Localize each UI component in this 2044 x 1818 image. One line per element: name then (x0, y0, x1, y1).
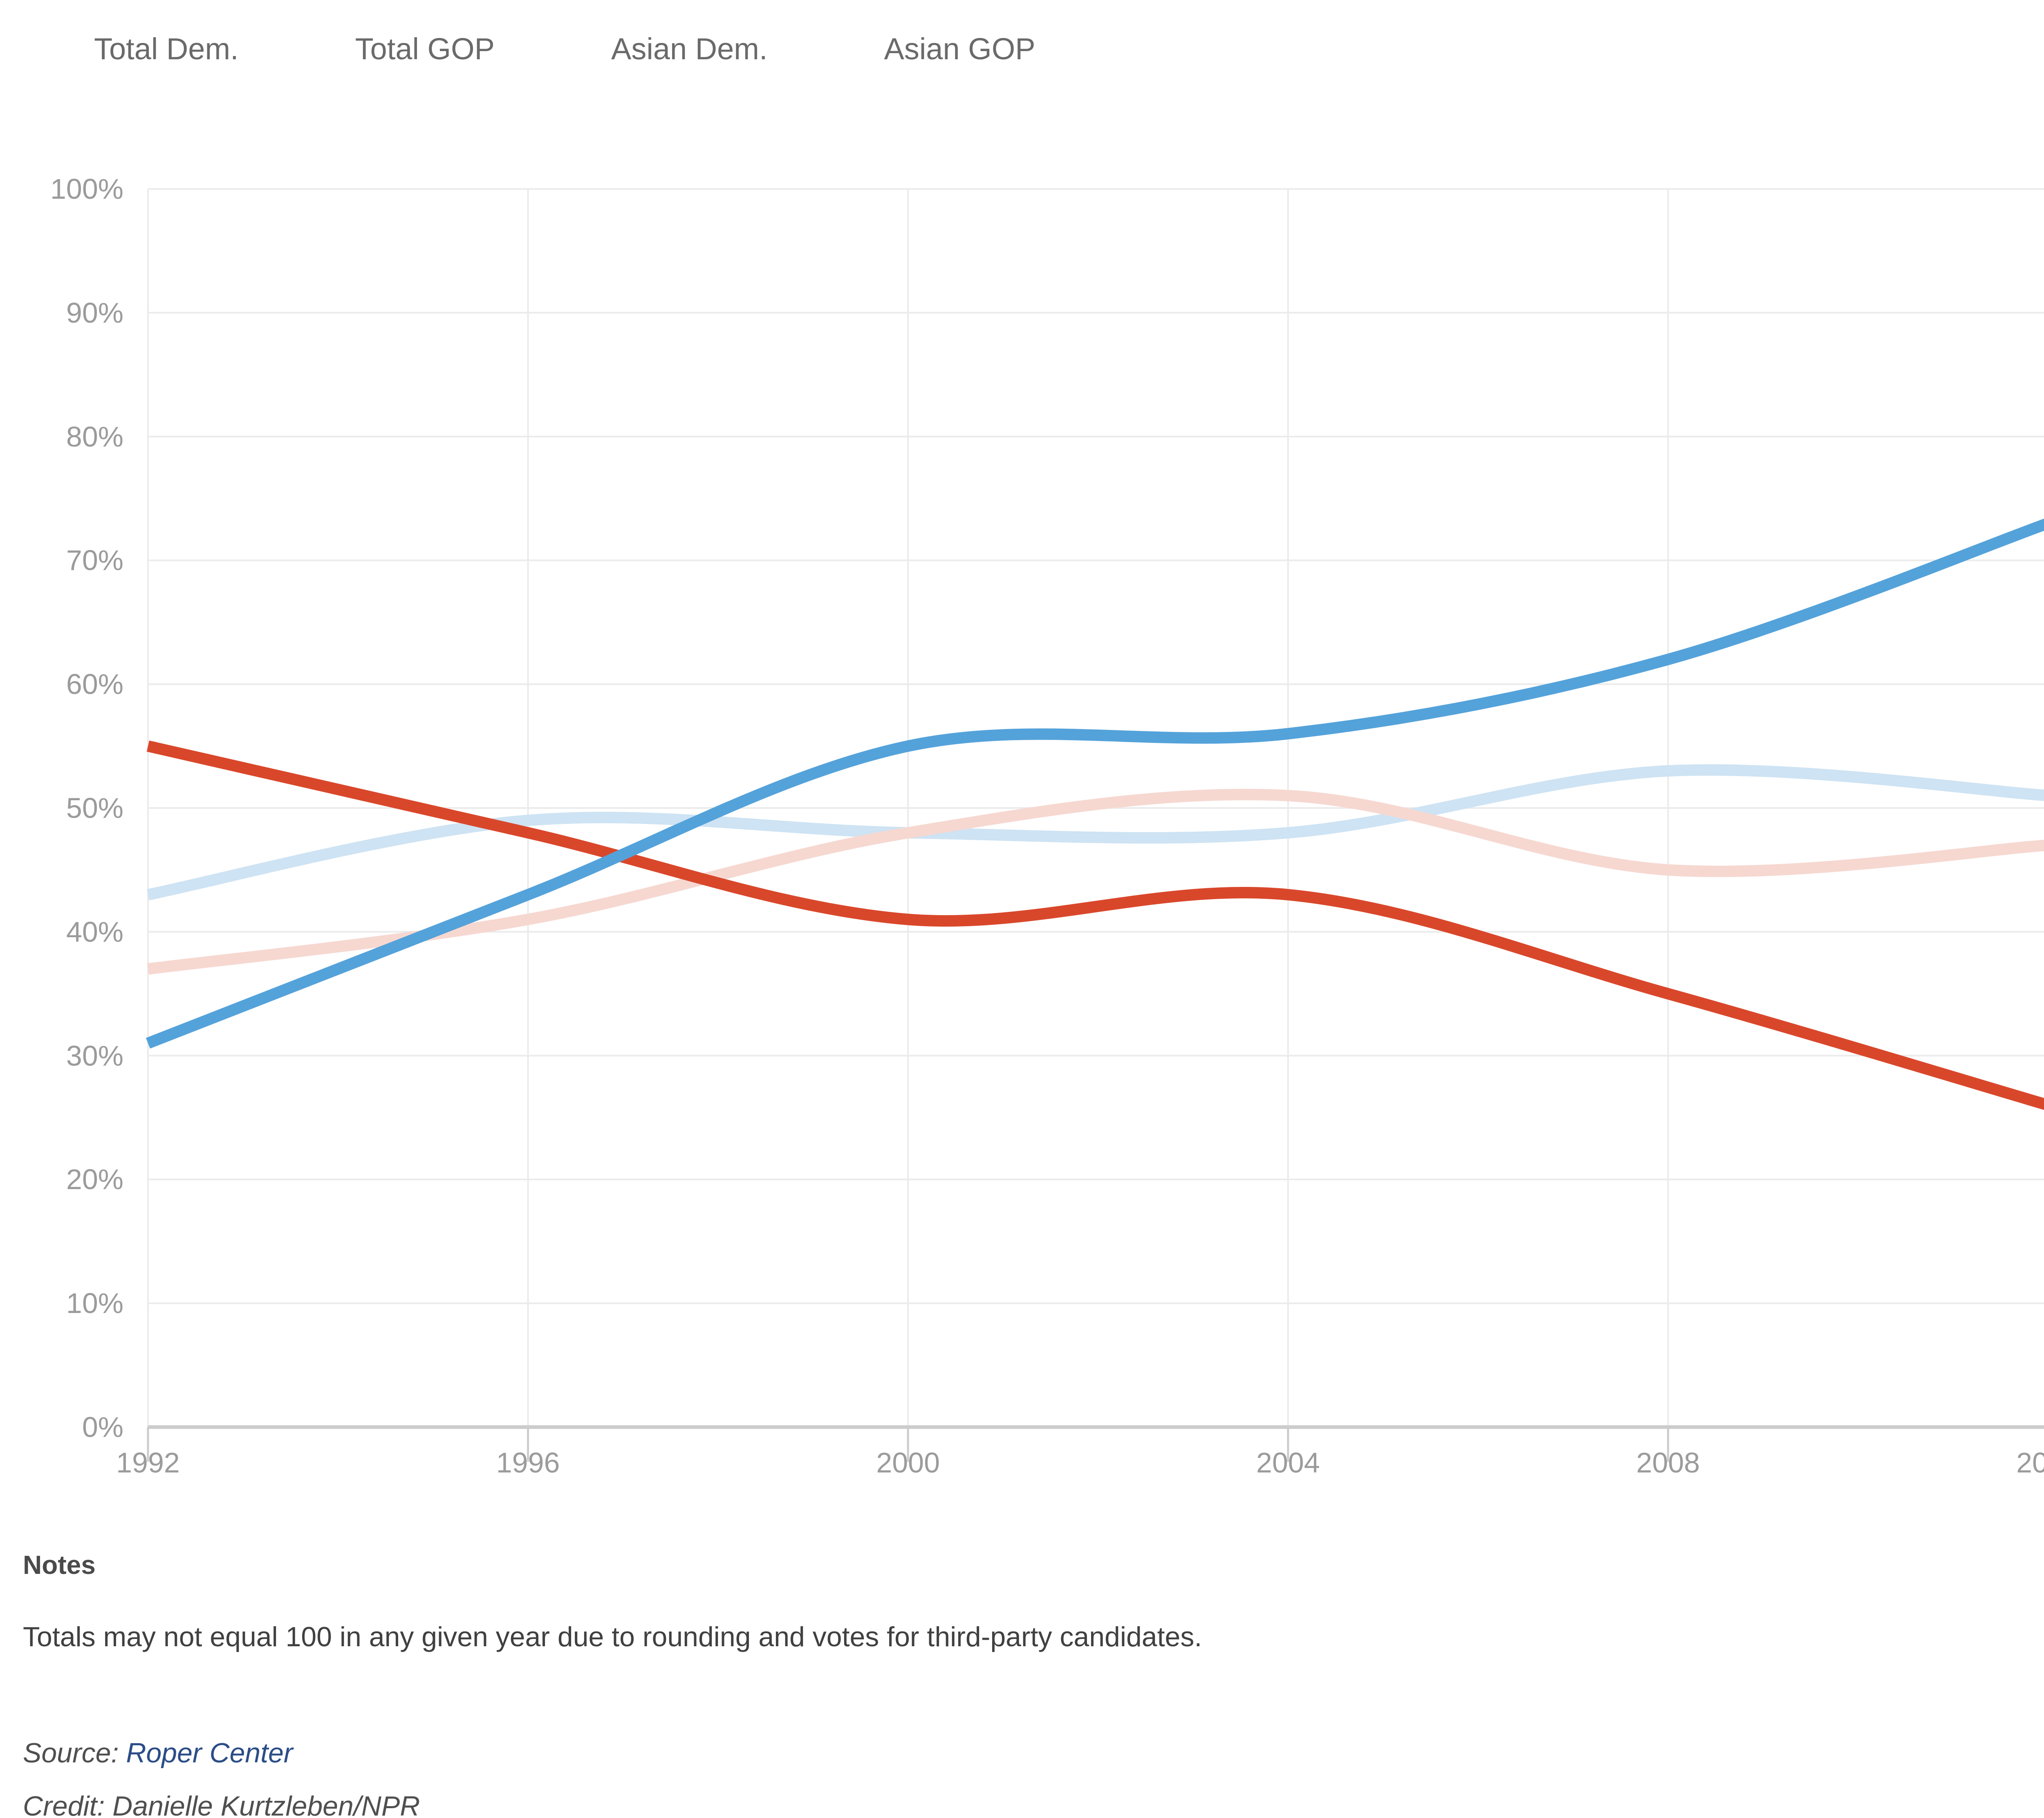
y-axis-label: 30% (66, 1039, 123, 1072)
notes-body: Totals may not equal 100 in any given ye… (23, 1621, 1202, 1652)
series-line-total-gop[interactable] (147, 789, 2044, 975)
series-line-total-dem[interactable] (147, 764, 2044, 900)
x-axis-label: 2012 (2016, 1447, 2044, 1479)
legend: Total Dem. Total GOP Asian Dem. Asian GO… (94, 29, 1035, 69)
y-axis-label: 60% (66, 668, 123, 700)
legend-item-asian-dem[interactable]: Asian Dem. (611, 32, 768, 66)
x-axis-label: 1992 (116, 1447, 180, 1479)
legend-item-total-gop[interactable]: Total GOP (355, 32, 495, 66)
y-axis-label: 50% (66, 792, 123, 824)
legend-item-asian-gop[interactable]: Asian GOP (884, 32, 1035, 66)
y-axis-label: 0% (82, 1411, 123, 1443)
y-axis-label: 100% (50, 173, 123, 205)
y-axis-label: 80% (66, 420, 123, 453)
series-line-asian-gop[interactable] (146, 740, 2044, 1110)
x-axis-label: 1996 (496, 1447, 560, 1479)
x-axis-label: 2000 (876, 1447, 940, 1479)
source-link[interactable]: Roper Center (126, 1737, 293, 1769)
series-lines (146, 518, 2044, 1110)
x-axis-label: 2004 (1256, 1447, 1320, 1479)
vertical-gridlines (147, 189, 1669, 1427)
series-line-asian-dem[interactable] (146, 518, 2044, 1049)
legend-item-total-dem[interactable]: Total Dem. (94, 32, 239, 66)
credit-line: Credit: Danielle Kurtzleben/NPR (23, 1791, 420, 1818)
y-axis-label: 20% (66, 1163, 123, 1196)
x-axis-ticks (147, 1427, 1669, 1462)
source-line: Source: Roper Center (23, 1737, 293, 1769)
x-axis-label: 2008 (1636, 1447, 1700, 1479)
source-label: Source: (23, 1737, 119, 1769)
notes-heading: Notes (23, 1550, 96, 1580)
y-axis-label: 70% (66, 544, 123, 577)
y-axis-label: 40% (66, 916, 123, 948)
y-axis-label: 90% (66, 296, 123, 329)
y-axis-label: 10% (66, 1287, 123, 1320)
horizontal-gridlines (148, 188, 2044, 1304)
